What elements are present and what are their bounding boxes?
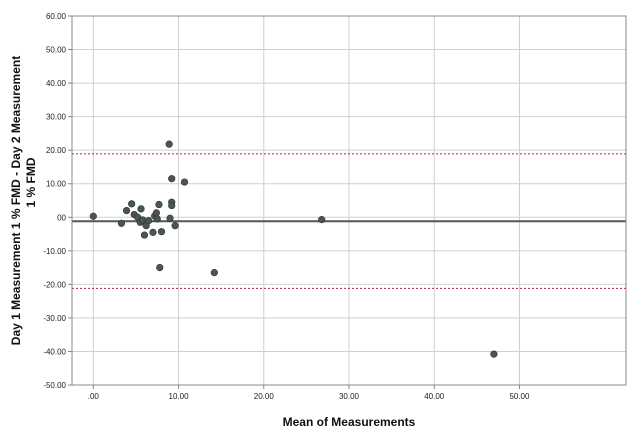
y-tick-label: 40.00 <box>46 79 67 88</box>
data-point <box>117 219 126 227</box>
data-point <box>157 228 166 236</box>
y-tick-label: 00 <box>57 213 66 222</box>
reference-lines <box>72 153 626 289</box>
x-tick-label: 20.00 <box>254 392 275 401</box>
y-axis-title-line-1: Day 1 Measurement 1 % FMD - Day 2 Measur… <box>9 56 23 345</box>
y-tick-label: -10.00 <box>43 247 66 256</box>
data-point <box>180 178 189 186</box>
data-point <box>168 201 176 210</box>
y-tick-label: 50.00 <box>46 46 67 55</box>
data-point <box>210 269 218 277</box>
data-points <box>89 140 498 358</box>
x-tick-label: 30.00 <box>339 392 360 401</box>
y-tick-label: 30.00 <box>46 113 67 122</box>
x-tick-label: 10.00 <box>169 392 190 401</box>
x-tick-label: 50.00 <box>509 392 530 401</box>
data-point <box>152 209 160 217</box>
y-axis-title-line-2: 1 % FMD <box>24 157 38 207</box>
y-tick-label: 60.00 <box>46 12 67 21</box>
x-tick-label: 40.00 <box>424 392 445 401</box>
grid-lines <box>72 16 626 385</box>
x-axis-ticks: .00 10.00 20.00 30.00 40.00 50.00 <box>88 385 530 401</box>
y-tick-label: -40.00 <box>43 347 66 356</box>
data-point <box>145 217 153 225</box>
y-tick-label: 20.00 <box>46 146 67 155</box>
data-point <box>149 228 157 236</box>
y-tick-label: 10.00 <box>46 180 67 189</box>
data-point <box>153 215 161 223</box>
data-point <box>155 200 163 209</box>
data-point <box>318 216 326 224</box>
data-point <box>165 140 173 148</box>
data-point <box>171 222 179 230</box>
x-axis-title: Mean of Measurements <box>283 415 416 429</box>
y-tick-label: -50.00 <box>43 381 66 390</box>
data-point <box>89 212 97 220</box>
data-point <box>490 350 498 358</box>
y-tick-label: -30.00 <box>43 314 66 323</box>
data-point <box>166 214 174 222</box>
y-tick-label: -20.00 <box>43 280 66 289</box>
x-tick-label: .00 <box>88 392 100 401</box>
data-point <box>137 205 145 213</box>
data-point <box>122 206 131 215</box>
y-axis-ticks: 60.00 50.00 40.00 30.00 20.00 10.00 00 -10.00 -2… <box>43 12 72 390</box>
data-point <box>168 175 176 183</box>
data-point <box>128 200 136 208</box>
data-point <box>140 231 149 239</box>
data-point <box>156 263 164 272</box>
